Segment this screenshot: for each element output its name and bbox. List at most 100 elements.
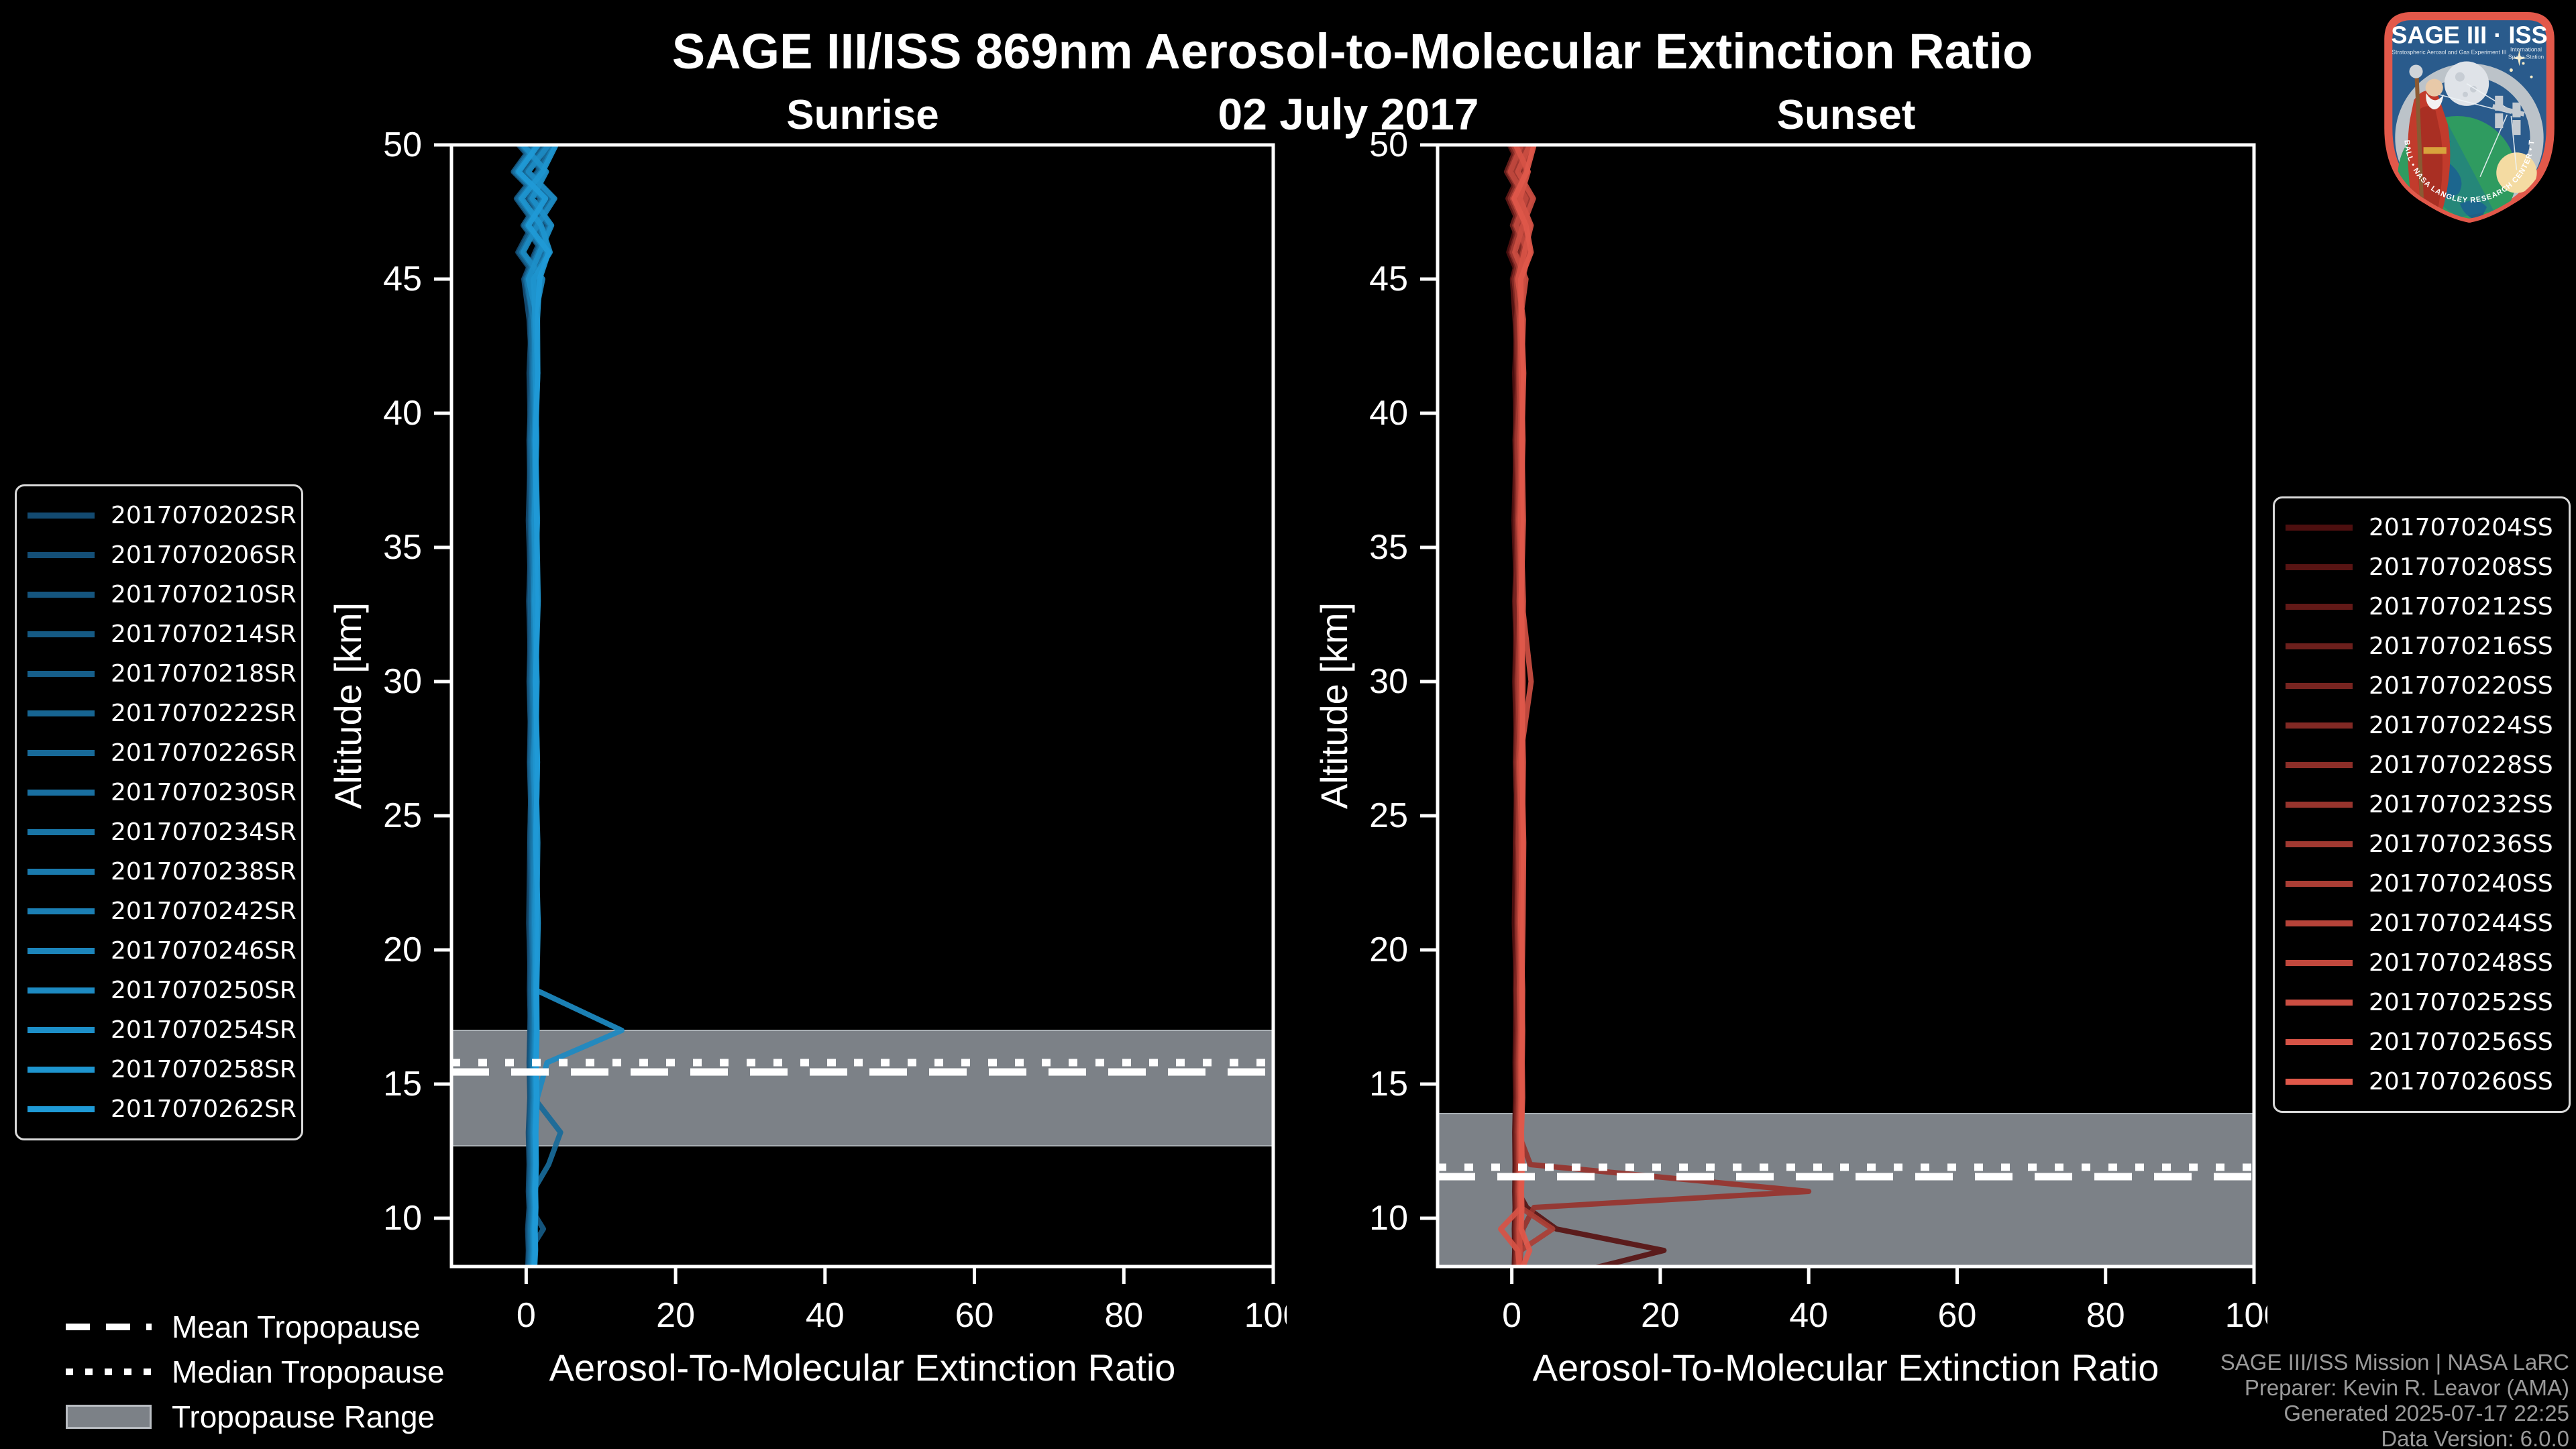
legend-item: 2017070214SR <box>28 614 297 654</box>
legend-line-icon <box>2286 762 2353 768</box>
series-line-2017070262SR <box>516 145 551 1267</box>
axes-spines <box>1436 143 2256 1269</box>
x-tick-label: 20 <box>1641 1296 1680 1335</box>
x-tick-label: 100 <box>2225 1296 2267 1335</box>
mean-tropopause-legend-item: Mean Tropopause <box>66 1309 445 1344</box>
y-tick-label: 10 <box>383 1199 422 1238</box>
legend-label: 2017070254SR <box>111 1016 297 1044</box>
legend-label: 2017070256SS <box>2369 1028 2553 1056</box>
y-tick-label: 30 <box>1369 662 1408 701</box>
logo-figure <box>2408 64 2451 211</box>
y-tick-label: 10 <box>1369 1199 1408 1238</box>
legend-line-icon <box>2286 802 2353 808</box>
legend-line-icon <box>28 631 95 637</box>
page-date: 02 July 2017 <box>1218 89 1479 139</box>
legend-label: 2017070248SS <box>2369 949 2553 977</box>
mean-tropopause-label: Mean Tropopause <box>172 1309 421 1344</box>
logo-subtitle-right-2: Space Station <box>2508 53 2544 60</box>
legend-label: 2017070230SR <box>111 779 297 806</box>
y-tick-label: 15 <box>383 1065 422 1104</box>
legend-label: 2017070212SS <box>2369 593 2553 621</box>
legend-label: 2017070206SR <box>111 541 297 569</box>
legend-item: 2017070226SR <box>28 733 297 773</box>
sunset-panel-title: Sunset <box>1776 92 1916 138</box>
legend-label: 2017070222SR <box>111 700 297 727</box>
legend-label: 2017070226SR <box>111 739 297 767</box>
dotted-line-icon <box>66 1368 152 1375</box>
legend-label: 2017070260SS <box>2369 1068 2553 1095</box>
y-tick-label: 20 <box>1369 930 1408 969</box>
legend-line-icon <box>28 552 95 558</box>
legend-line-icon <box>2286 643 2353 649</box>
legend-item: 2017070220SS <box>2286 666 2563 706</box>
legend-item: 2017070256SS <box>2286 1022 2563 1062</box>
credit-line: Preparer: Kevin R. Leavor (AMA) <box>2244 1375 2569 1400</box>
series-line-2017070232SS <box>1506 145 1812 1267</box>
moon-crater-icon <box>2470 85 2477 93</box>
legend-line-icon <box>2286 1039 2353 1045</box>
sunrise-legend: 2017070202SR 2017070206SR 2017070210SR 2017… <box>15 484 303 1140</box>
legend-item: 2017070216SS <box>2286 627 2563 666</box>
legend-label: 2017070242SR <box>111 898 297 925</box>
legend-label: 2017070224SS <box>2369 712 2553 739</box>
legend-label: 2017070232SS <box>2369 791 2553 818</box>
legend-line-icon <box>28 750 95 756</box>
median-tropopause-legend-item: Median Tropopause <box>66 1354 445 1389</box>
legend-item: 2017070206SR <box>28 535 297 575</box>
sunset-legend: 2017070204SS 2017070208SS 2017070212SS 2017… <box>2273 496 2571 1113</box>
legend-label: 2017070208SS <box>2369 553 2553 581</box>
legend-item: 2017070254SR <box>28 1010 297 1050</box>
legend-label: 2017070202SR <box>111 502 297 529</box>
y-axis-label: Altitude [km] <box>327 602 369 809</box>
moon-crater-icon <box>2462 91 2468 97</box>
range-swatch-icon <box>66 1405 152 1429</box>
legend-item: 2017070238SR <box>28 852 297 892</box>
legend-item: 2017070258SR <box>28 1050 297 1089</box>
legend-label: 2017070238SR <box>111 858 297 885</box>
legend-line-icon <box>2286 564 2353 570</box>
legend-line-icon <box>28 987 95 994</box>
legend-item: 2017070248SS <box>2286 943 2563 983</box>
legend-label: 2017070258SR <box>111 1056 297 1083</box>
legend-label: 2017070246SR <box>111 937 297 965</box>
legend-label: 2017070216SS <box>2369 633 2553 660</box>
legend-label: 2017070236SS <box>2369 830 2553 858</box>
legend-item: 2017070262SR <box>28 1089 297 1129</box>
legend-item: 2017070202SR <box>28 496 297 535</box>
legend-item: 2017070230SR <box>28 773 297 812</box>
legend-line-icon <box>28 790 95 796</box>
x-tick-label: 0 <box>1502 1296 1521 1335</box>
legend-item: 2017070236SS <box>2286 824 2563 864</box>
x-tick-label: 100 <box>1244 1296 1287 1335</box>
legend-line-icon <box>28 671 95 677</box>
legend-item: 2017070224SS <box>2286 706 2563 745</box>
y-tick-label: 45 <box>383 260 422 299</box>
legend-label: 2017070244SS <box>2369 910 2553 937</box>
legend-line-icon <box>2286 604 2353 610</box>
legend-label: 2017070250SR <box>111 977 297 1004</box>
sunrise-plot: 504540353025201510020406080100Aerosol-To… <box>327 131 1287 1389</box>
legend-line-icon <box>28 869 95 875</box>
legend-line-icon <box>2286 722 2353 729</box>
legend-item: 2017070218SR <box>28 654 297 694</box>
tropopause-range-band <box>1438 1113 2254 1267</box>
legend-line-icon <box>2286 920 2353 926</box>
logo-subtitle-right-1: International <box>2510 46 2542 52</box>
series-line-2017070208SS <box>1507 145 1667 1267</box>
x-axis-label: Aerosol-To-Molecular Extinction Ratio <box>549 1346 1176 1389</box>
legend-item: 2017070228SS <box>2286 745 2563 785</box>
x-tick-label: 80 <box>2086 1296 2125 1335</box>
legend-item: 2017070252SS <box>2286 983 2563 1022</box>
x-tick-label: 40 <box>1789 1296 1828 1335</box>
x-tick-label: 60 <box>955 1296 994 1335</box>
y-tick-label: 25 <box>383 796 422 835</box>
legend-label: 2017070234SR <box>111 818 297 846</box>
legend-item: 2017070246SR <box>28 931 297 971</box>
legend-label: 2017070240SS <box>2369 870 2553 898</box>
credit-line: Data Version: 6.0.0 <box>2381 1426 2569 1449</box>
legend-line-icon <box>28 1027 95 1033</box>
legend-item: 2017070244SS <box>2286 904 2563 943</box>
logo-sun <box>2496 152 2537 193</box>
page-title: SAGE III/ISS 869nm Aerosol-to-Molecular … <box>672 23 2033 79</box>
y-tick-label: 50 <box>1369 131 1408 164</box>
